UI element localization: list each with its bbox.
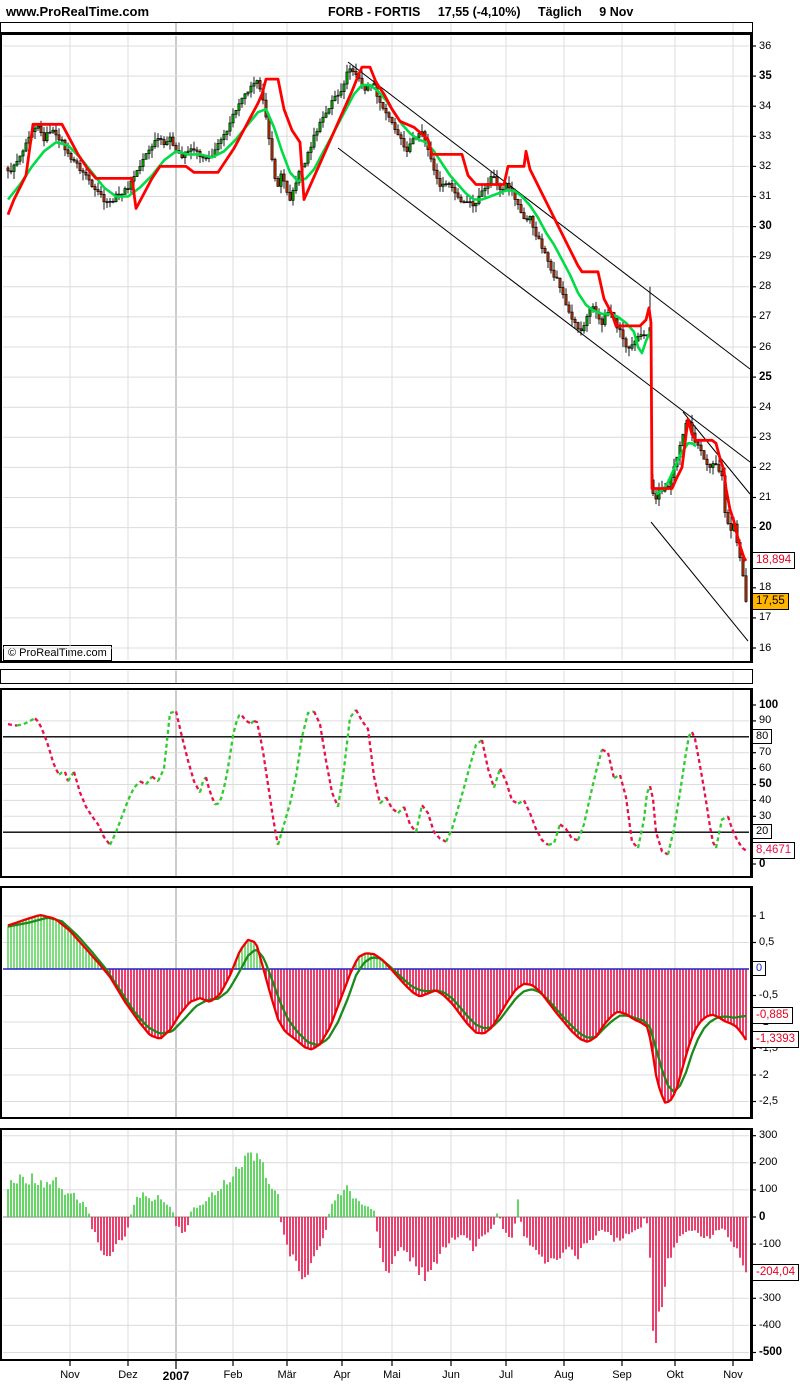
axis-tick-label: 36 — [759, 39, 772, 52]
time-axis-label: Aug — [554, 1369, 574, 1381]
axis-tick-label: 16 — [759, 641, 772, 654]
time-axis-label: 2007 — [162, 1369, 190, 1383]
axis-tick-label: 18 — [759, 581, 772, 594]
date-label: 9 Nov — [599, 5, 634, 19]
axis-tick-label: 70 — [759, 746, 772, 759]
axis-tick-label: 27 — [759, 310, 772, 323]
price-chart-panel[interactable] — [0, 33, 753, 663]
axis-tick-label: 24 — [759, 400, 772, 413]
timeframe-label: Täglich — [538, 5, 582, 19]
axis-tick-label: -400 — [759, 1318, 782, 1331]
macd-panel[interactable] — [0, 886, 753, 1119]
axis-tick-label: 0 — [759, 857, 766, 870]
axis-tick-label: 19 — [759, 551, 772, 564]
histogram-panel[interactable] — [0, 1128, 753, 1361]
symbol-label: FORB - FORTIS — [328, 5, 421, 19]
time-axis-label: Sep — [612, 1369, 632, 1381]
time-axis-label: Apr — [333, 1369, 351, 1381]
time-axis-label: Jul — [498, 1369, 514, 1381]
current-value-label: 8,4671 — [752, 842, 796, 860]
axis-tick-label: -100 — [759, 1237, 782, 1250]
axis-tick-label: 10 — [759, 841, 772, 854]
chart-title: FORB - FORTIS 17,55 (-4,10%) Täglich 9 N… — [328, 5, 647, 19]
axis-level-label: 20 — [752, 824, 773, 840]
time-axis-label: Dez — [118, 1369, 138, 1381]
time-axis-label: Okt — [666, 1369, 684, 1381]
axis-tick-label: 300 — [759, 1129, 778, 1142]
axis-tick-label: 26 — [759, 340, 772, 353]
axis-tick-label: 32 — [759, 159, 772, 172]
axis-tick-label: 22 — [759, 460, 772, 473]
axis-tick-label: 30 — [759, 220, 772, 233]
time-axis-label: Feb — [223, 1369, 243, 1381]
copyright-watermark: © ProRealTime.com — [3, 645, 112, 661]
current-value-label: 17,55 — [752, 592, 789, 610]
axis-tick-label: 100 — [759, 1183, 778, 1196]
axis-tick-label: -2 — [759, 1068, 769, 1081]
axis-tick-label: 34 — [759, 99, 772, 112]
last-quote: 17,55 (-4,10%) — [437, 5, 521, 19]
axis-tick-label: 31 — [759, 190, 772, 202]
axis-tick-label: 28 — [759, 280, 772, 293]
axis-tick-label: 30 — [759, 809, 772, 822]
axis-level-label: 0 — [752, 961, 767, 976]
axis-tick-label: -0,5 — [759, 989, 778, 1001]
stochastic-panel[interactable] — [0, 688, 753, 878]
current-value-label: -1,3393 — [752, 1031, 800, 1049]
axis-tick-label: 20 — [759, 521, 772, 534]
axis-tick-label: 35 — [759, 69, 772, 82]
current-value-label: 18,894 — [752, 552, 796, 570]
axis-tick-label: -1,5 — [759, 1042, 778, 1054]
axis-tick-label: 21 — [759, 491, 772, 503]
axis-tick-label: 50 — [759, 778, 772, 790]
axis-tick-label: -500 — [759, 1346, 783, 1358]
time-axis-label: Mai — [383, 1369, 401, 1381]
current-value-label: -204,04 — [752, 1263, 800, 1281]
axis-tick-label: 60 — [759, 762, 772, 775]
axis-tick-label: 40 — [759, 793, 772, 806]
axis-tick-label: 17 — [759, 611, 772, 624]
brand-link[interactable]: www.ProRealTime.com — [6, 4, 150, 19]
time-axis-label: Nov — [60, 1369, 80, 1381]
collapsed-bar-top — [0, 22, 753, 33]
axis-tick-label: 0 — [759, 1210, 766, 1223]
axis-tick-label: 90 — [759, 714, 772, 727]
axis-tick-label: 33 — [759, 129, 772, 142]
axis-level-label: 80 — [752, 728, 773, 744]
collapsed-bar-mid — [0, 669, 753, 684]
axis-tick-label: 200 — [759, 1156, 778, 1169]
axis-tick-label: -1 — [759, 1015, 769, 1028]
time-axis-label: Nov — [723, 1369, 743, 1381]
axis-tick-label: -200 — [759, 1264, 782, 1277]
axis-tick-label: -300 — [759, 1291, 782, 1304]
axis-tick-label: 100 — [759, 698, 779, 711]
axis-tick-label: 23 — [759, 430, 772, 443]
axis-tick-label: 0,5 — [759, 936, 775, 948]
time-axis-label: Jun — [442, 1369, 460, 1381]
axis-tick-label: 1 — [759, 909, 766, 922]
time-axis-label: Mär — [277, 1369, 297, 1381]
current-value-label: -0,885 — [752, 1007, 793, 1025]
axis-tick-label: 25 — [759, 370, 772, 383]
axis-tick-label: 29 — [759, 250, 772, 263]
axis-tick-label: -2,5 — [759, 1095, 778, 1107]
